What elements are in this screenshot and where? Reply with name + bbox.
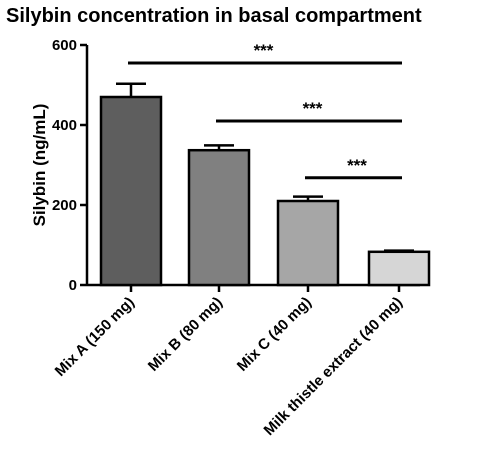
y-tick-label: 200 xyxy=(52,197,77,214)
bars xyxy=(99,82,431,292)
bar xyxy=(187,148,251,287)
bar xyxy=(99,95,163,287)
x-tick-label: Mix A (150 mg) xyxy=(52,294,138,380)
y-tick-label: 600 xyxy=(52,37,77,54)
significance-label: *** xyxy=(254,41,274,60)
x-tick-labels: Mix A (150 mg) Mix B (80 mg) Mix C (40 mg)… xyxy=(52,294,406,439)
significance-label: *** xyxy=(347,156,367,175)
bar xyxy=(367,250,431,287)
x-tick-label: Mix C (40 mg) xyxy=(234,294,315,375)
bar xyxy=(276,199,340,287)
chart-title: Silybin concentration in basal compartme… xyxy=(6,5,422,27)
significance-annotations: *** *** *** xyxy=(128,41,402,180)
y-axis-label: Silybin (ng/mL) xyxy=(30,104,49,227)
y-tick-label: 0 xyxy=(69,277,77,294)
significance-label: *** xyxy=(303,99,323,118)
x-tick-label: Mix B (80 mg) xyxy=(145,294,226,375)
y-tick-label: 400 xyxy=(52,117,77,134)
